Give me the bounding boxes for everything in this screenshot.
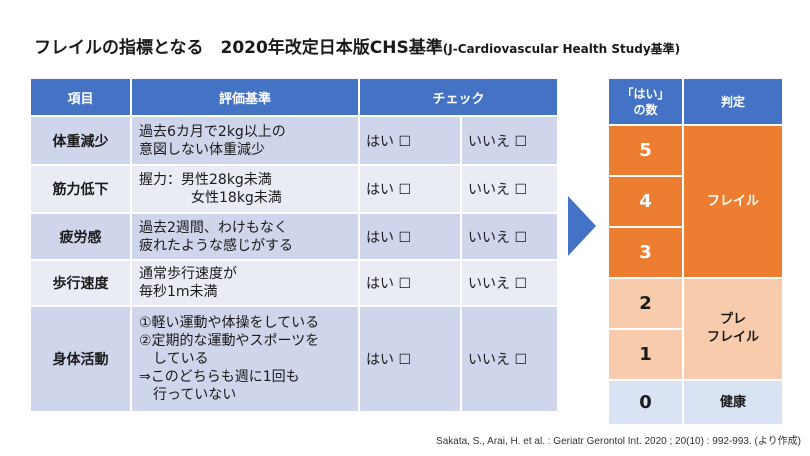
row-item-fatigue: 疲労感	[29, 212, 132, 261]
table-row: 身体活動 ①軽い運動や体操をしている ②定期的な運動やスポーツを している ⇒こ…	[29, 305, 560, 413]
yes-checkbox[interactable]: はい ☐	[358, 115, 462, 166]
category-prefrail: プレ フレイル	[682, 277, 784, 381]
right-arrow-icon	[568, 196, 596, 256]
criteria-line: 過去6カ月で2kg以上の	[139, 123, 286, 140]
no-checkbox[interactable]: いいえ ☐	[459, 164, 560, 214]
header-count-line: の数	[633, 102, 658, 117]
no-checkbox[interactable]: いいえ ☐	[459, 115, 560, 166]
judgement-header-row: 「はい」 の数 判定	[607, 77, 784, 126]
criteria-header-row: 項目 評価基準 チェック	[29, 77, 560, 117]
judgement-table: 「はい」 の数 判定 5 フレイル 4 3 2 プレ フレイル 1 0 健康	[607, 77, 784, 426]
yes-checkbox[interactable]: はい ☐	[358, 305, 462, 413]
criteria-line: 女性18kg未満	[191, 190, 282, 206]
row-criteria: 握力：男性28kg未満 女性18kg未満	[130, 164, 360, 214]
criteria-line: 意図しない体重減少	[139, 141, 265, 158]
count-cell: 4	[607, 175, 684, 228]
category-frail: フレイル	[682, 124, 784, 279]
table-row: 0 健康	[607, 379, 784, 426]
yes-checkbox[interactable]: はい ☐	[358, 164, 462, 214]
count-cell: 0	[607, 379, 684, 426]
table-row: 歩行速度 通常歩行速度が 毎秒1m未満 はい ☐ いいえ ☐	[29, 259, 560, 307]
row-criteria: 通常歩行速度が 毎秒1m未満	[130, 259, 360, 307]
count-cell: 1	[607, 328, 684, 381]
criteria-line: 行っていない	[153, 387, 237, 403]
row-item-walking-speed: 歩行速度	[29, 259, 132, 307]
criteria-line: ②定期的な運動やスポーツを	[139, 333, 320, 349]
count-cell: 2	[607, 277, 684, 330]
category-line: プレ	[719, 312, 746, 327]
header-count-line: 「はい」	[621, 86, 670, 101]
table-row: 体重減少 過去6カ月で2kg以上の 意図しない体重減少 はい ☐ いいえ ☐	[29, 115, 560, 166]
table-row: 1	[607, 328, 783, 381]
table-row: 筋力低下 握力：男性28kg未満 女性18kg未満 はい ☐ いいえ ☐	[29, 164, 560, 214]
criteria-line: ①軽い運動や体操をしている	[139, 315, 320, 331]
category-robust: 健康	[682, 379, 784, 426]
table-row: 5 フレイル	[607, 124, 784, 279]
header-yes-count: 「はい」 の数	[607, 77, 684, 126]
title-main: フレイルの指標となる 2020年改定日本版CHS基準	[34, 38, 443, 58]
row-criteria: 過去2週間、わけもなく 疲れたような感じがする	[130, 212, 360, 261]
table-row: 4	[607, 175, 783, 228]
criteria-line: ⇒このどちらも週に1回も	[139, 369, 300, 385]
no-checkbox[interactable]: いいえ ☐	[459, 212, 560, 261]
yes-checkbox[interactable]: はい ☐	[358, 259, 462, 307]
criteria-table: 項目 評価基準 チェック 体重減少 過去6カ月で2kg以上の 意図しない体重減少…	[29, 77, 560, 413]
count-cell: 5	[607, 124, 684, 177]
criteria-line: 過去2週間、わけもなく	[139, 219, 288, 236]
yes-checkbox[interactable]: はい ☐	[358, 212, 462, 261]
criteria-line: 毎秒1m未満	[139, 284, 218, 300]
criteria-line: 通常歩行速度が	[139, 266, 237, 282]
citation: Sakata, S., Arai, H. et al. : Geriatr Ge…	[436, 436, 801, 447]
row-item-muscle-weakness: 筋力低下	[29, 164, 132, 214]
count-cell: 3	[607, 226, 684, 279]
header-judgement: 判定	[682, 77, 784, 126]
table-row: 3	[607, 226, 783, 279]
title-sub: (J-Cardiovascular Health Study基準)	[442, 42, 681, 56]
no-checkbox[interactable]: いいえ ☐	[459, 259, 560, 307]
table-row: 疲労感 過去2週間、わけもなく 疲れたような感じがする はい ☐ いいえ ☐	[29, 212, 560, 261]
header-criteria: 評価基準	[130, 77, 360, 117]
page-title: フレイルの指標となる 2020年改定日本版CHS基準(J-Cardiovascu…	[34, 33, 680, 58]
row-item-physical-activity: 身体活動	[29, 305, 132, 413]
table-row: 2 プレ フレイル	[607, 277, 784, 381]
header-item: 項目	[29, 77, 132, 117]
row-item-weight-loss: 体重減少	[29, 115, 132, 166]
category-line: フレイル	[706, 330, 759, 345]
row-criteria: 過去6カ月で2kg以上の 意図しない体重減少	[130, 115, 360, 166]
header-check: チェック	[357, 77, 560, 117]
no-checkbox[interactable]: いいえ ☐	[459, 305, 560, 413]
row-criteria: ①軽い運動や体操をしている ②定期的な運動やスポーツを している ⇒このどちらも…	[130, 305, 360, 413]
criteria-line: している	[153, 351, 209, 367]
criteria-line: 疲れたような感じがする	[139, 237, 293, 254]
criteria-line: 握力：男性28kg未満	[139, 172, 272, 188]
